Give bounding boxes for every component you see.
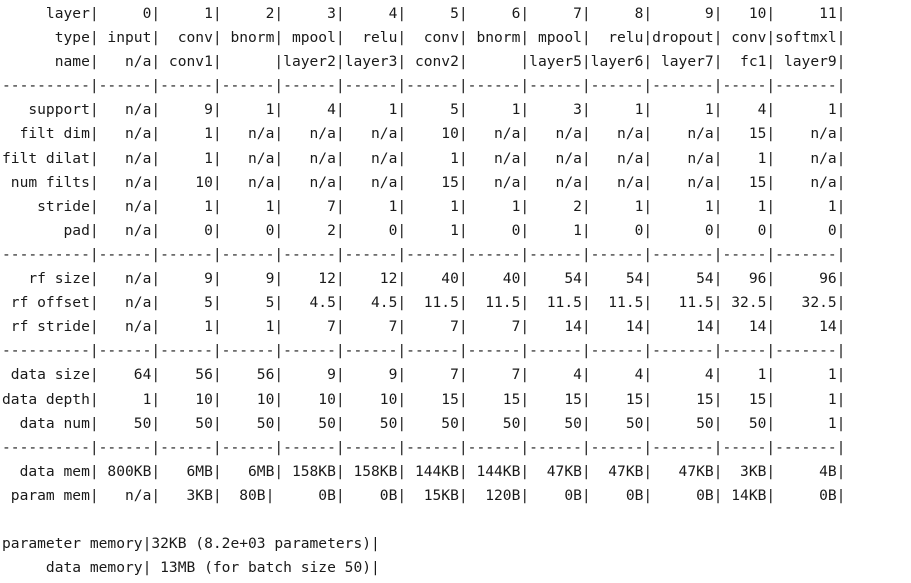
- table-row-data-size: data size| 64| 56| 56| 9| 9| 7| 7| 4| 4|…: [2, 366, 846, 384]
- table-row-param-mem: param mem| n/a| 3KB| 80B| 0B| 0B| 15KB| …: [2, 486, 846, 504]
- table-header-name: name| n/a| conv1| |layer2|layer3| conv2|…: [2, 53, 846, 71]
- table-row-pad: pad| n/a| 0| 0| 2| 0| 1| 0| 1| 0| 0| 0| …: [2, 221, 846, 239]
- table-row-rf-offset: rf offset| n/a| 5| 5| 4.5| 4.5| 11.5| 11…: [2, 294, 846, 312]
- table-separator: ----------|------|------|------|------|-…: [2, 438, 846, 456]
- table-row-num-filts: num filts| n/a| 10| n/a| n/a| n/a| 15| n…: [2, 173, 846, 191]
- table-row-filt-dim: filt dim| n/a| 1| n/a| n/a| n/a| 10| n/a…: [2, 125, 846, 143]
- table-row-rf-stride: rf stride| n/a| 1| 1| 7| 7| 7| 7| 14| 14…: [2, 318, 846, 336]
- table-header-layer: layer| 0| 1| 2| 3| 4| 5| 6| 7| 8| 9| 10|…: [2, 5, 846, 22]
- table-separator: ----------|------|------|------|------|-…: [2, 342, 846, 360]
- summary-parameter-memory: parameter memory|32KB (8.2e+03 parameter…: [2, 535, 380, 553]
- table-row-data-num: data num| 50| 50| 50| 50| 50| 50| 50| 50…: [2, 414, 846, 432]
- table-row-filt-dilat: filt dilat| n/a| 1| n/a| n/a| n/a| 1| n/…: [2, 149, 846, 167]
- table-row-support: support| n/a| 9| 1| 4| 1| 5| 1| 3| 1| 1|…: [2, 101, 846, 119]
- table-row-data-mem: data mem| 800KB| 6MB| 6MB| 158KB| 158KB|…: [2, 462, 846, 480]
- table-separator: ----------|------|------|------|------|-…: [2, 245, 846, 263]
- table-row-stride: stride| n/a| 1| 1| 7| 1| 1| 1| 2| 1| 1| …: [2, 197, 846, 215]
- summary-data-memory: data memory| 13MB (for batch size 50)|: [2, 559, 380, 577]
- table-row-data-depth: data depth| 1| 10| 10| 10| 10| 15| 15| 1…: [2, 390, 846, 408]
- table-row-rf-size: rf size| n/a| 9| 9| 12| 12| 40| 40| 54| …: [2, 270, 846, 288]
- console-output: layer| 0| 1| 2| 3| 4| 5| 6| 7| 8| 9| 10|…: [2, 2, 845, 580]
- table-header-type: type| input| conv| bnorm| mpool| relu| c…: [2, 29, 846, 47]
- blank-line: [2, 508, 845, 532]
- table-separator: ----------|------|------|------|------|-…: [2, 77, 846, 95]
